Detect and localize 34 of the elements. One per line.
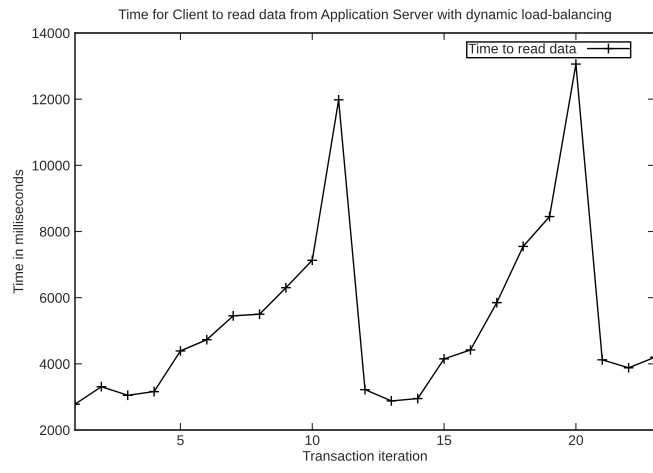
point	[228, 310, 239, 322]
point	[148, 386, 160, 398]
point	[518, 240, 529, 252]
x-tick-label: 5	[177, 435, 184, 446]
point	[464, 344, 476, 356]
point	[412, 393, 424, 404]
point	[438, 353, 450, 364]
point	[201, 334, 212, 346]
y-tick-label: 2000	[40, 425, 70, 436]
y-tick-label: 6000	[40, 293, 70, 303]
point	[306, 254, 318, 266]
point	[174, 345, 186, 356]
point	[122, 390, 134, 401]
point	[623, 362, 634, 374]
y-tick-label: 8000	[40, 226, 70, 237]
y-tick-label: 4000	[40, 359, 70, 370]
point	[254, 308, 266, 320]
x-tick-label: 10	[306, 435, 320, 446]
legend-label: Time to read data	[468, 43, 576, 54]
y-tick-label: 12000	[32, 94, 70, 104]
y-axis-title: Time in milliseconds	[13, 170, 24, 294]
point	[544, 211, 556, 222]
point	[96, 381, 107, 392]
x-tick-label: 20	[568, 435, 584, 446]
y-tick-label: 14000	[32, 28, 70, 38]
point	[386, 395, 397, 406]
point	[280, 282, 292, 294]
point	[596, 354, 608, 366]
y-tick-label: 10000	[32, 160, 70, 171]
x-axis-title: Transaction iteration	[302, 450, 427, 461]
x-tick-label: 15	[437, 435, 452, 446]
point	[359, 384, 371, 396]
chart-title: Time for Client to read data from Application Server with dynamic load-balancing	[118, 9, 611, 22]
point	[491, 297, 502, 308]
